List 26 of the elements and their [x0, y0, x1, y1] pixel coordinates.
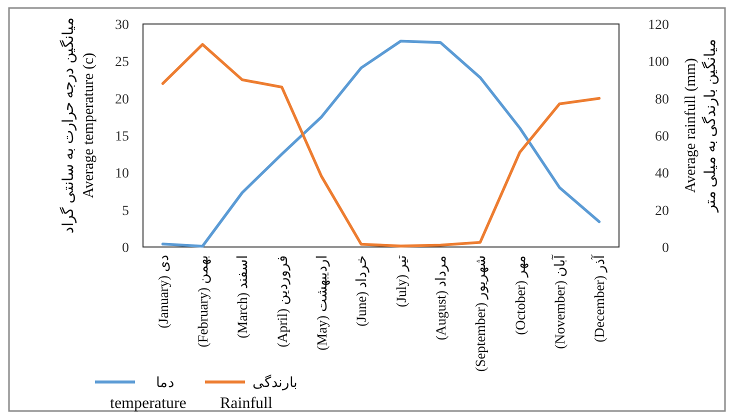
y2-tick-label: 40 [655, 166, 669, 182]
x-tick-label: آذر (December) [590, 254, 608, 342]
y-tick-label: 10 [115, 166, 129, 182]
x-tick-label: اسفند (March) [236, 255, 252, 338]
y2-tick-label: 60 [655, 130, 669, 144]
x-tick-label: آبان (November) [550, 254, 568, 349]
y-tick-label: 5 [122, 204, 129, 219]
y-tick-label: 15 [115, 130, 129, 144]
y2-tick-label: 120 [648, 18, 669, 33]
y-tick-label: 0 [122, 241, 129, 256]
y-tick-label: 20 [115, 92, 129, 108]
y2-tick-label: 20 [655, 204, 669, 219]
x-tick-label: اردیبهشت (May) [316, 255, 330, 351]
x-tick-label: شهریور (September) [474, 255, 490, 372]
y-tick-label: 25 [115, 55, 129, 70]
y2-tick-label: 100 [648, 55, 669, 70]
x-tick-label: دی (January) [156, 255, 172, 328]
x-tick-label: خرداد (June) [355, 255, 370, 327]
x-tick-label: تیر (July) [394, 255, 410, 308]
x-tick-label: مهر (October) [514, 255, 529, 335]
y-tick-label: 30 [115, 18, 129, 33]
y2-tick-label: 80 [655, 92, 669, 108]
x-tick-label: مرداد (August) [434, 255, 450, 340]
y2-tick-label: 0 [662, 241, 669, 256]
x-tick-label: بهمن (February) [196, 255, 212, 348]
x-tick-label: فروردین (April) [276, 255, 291, 348]
